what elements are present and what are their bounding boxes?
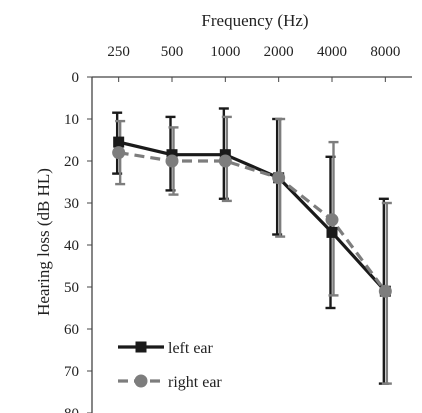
legend-label-left-ear: left ear [168,340,214,357]
x-tick-label-250: 250 [107,44,130,60]
y-tick-label-80: 80 [64,406,79,413]
x-tick-label-1000: 1000 [210,44,240,60]
data-point-right-ear-4000 [325,213,339,227]
legend-marker-right-ear [134,374,148,388]
y-tick-label-70: 70 [64,364,79,380]
data-point-left-ear-250 [113,136,125,148]
y-axis-title: Hearing loss (dB HL) [34,168,53,316]
x-tick-label-4000: 4000 [317,44,347,60]
x-tick-label-2000: 2000 [264,44,294,60]
series-lines [118,140,387,293]
y-tick-label-60: 60 [64,322,79,338]
data-point-right-ear-8000 [378,284,392,298]
x-tick-label-8000: 8000 [370,44,400,60]
y-tick-label-0: 0 [72,70,80,86]
x-tick-labels: 250 500 1000 2000 4000 8000 [107,44,400,82]
y-tick-label-20: 20 [64,154,79,170]
y-tick-label-40: 40 [64,238,79,254]
y-tick-label-30: 30 [64,196,79,212]
series-line-right-ear [118,151,387,293]
x-tick-label-500: 500 [161,44,184,60]
data-point-right-ear-250 [112,146,126,160]
data-point-right-ear-1000 [218,154,232,168]
legend-label-right-ear: right ear [168,374,222,391]
series-line-left-ear [118,140,387,293]
legend-marker-left-ear [135,341,147,353]
y-tick-labels: 0 10 20 30 40 50 60 70 80 [64,70,92,413]
data-point-right-ear-2000 [272,171,286,185]
y-tick-label-50: 50 [64,280,79,296]
legend: left ear right ear [118,340,222,391]
data-point-left-ear-4000 [326,226,338,238]
data-point-right-ear-500 [165,154,179,168]
x-axis-title: Frequency (Hz) [201,11,308,30]
y-tick-label-10: 10 [64,112,79,128]
series-markers [112,136,392,298]
